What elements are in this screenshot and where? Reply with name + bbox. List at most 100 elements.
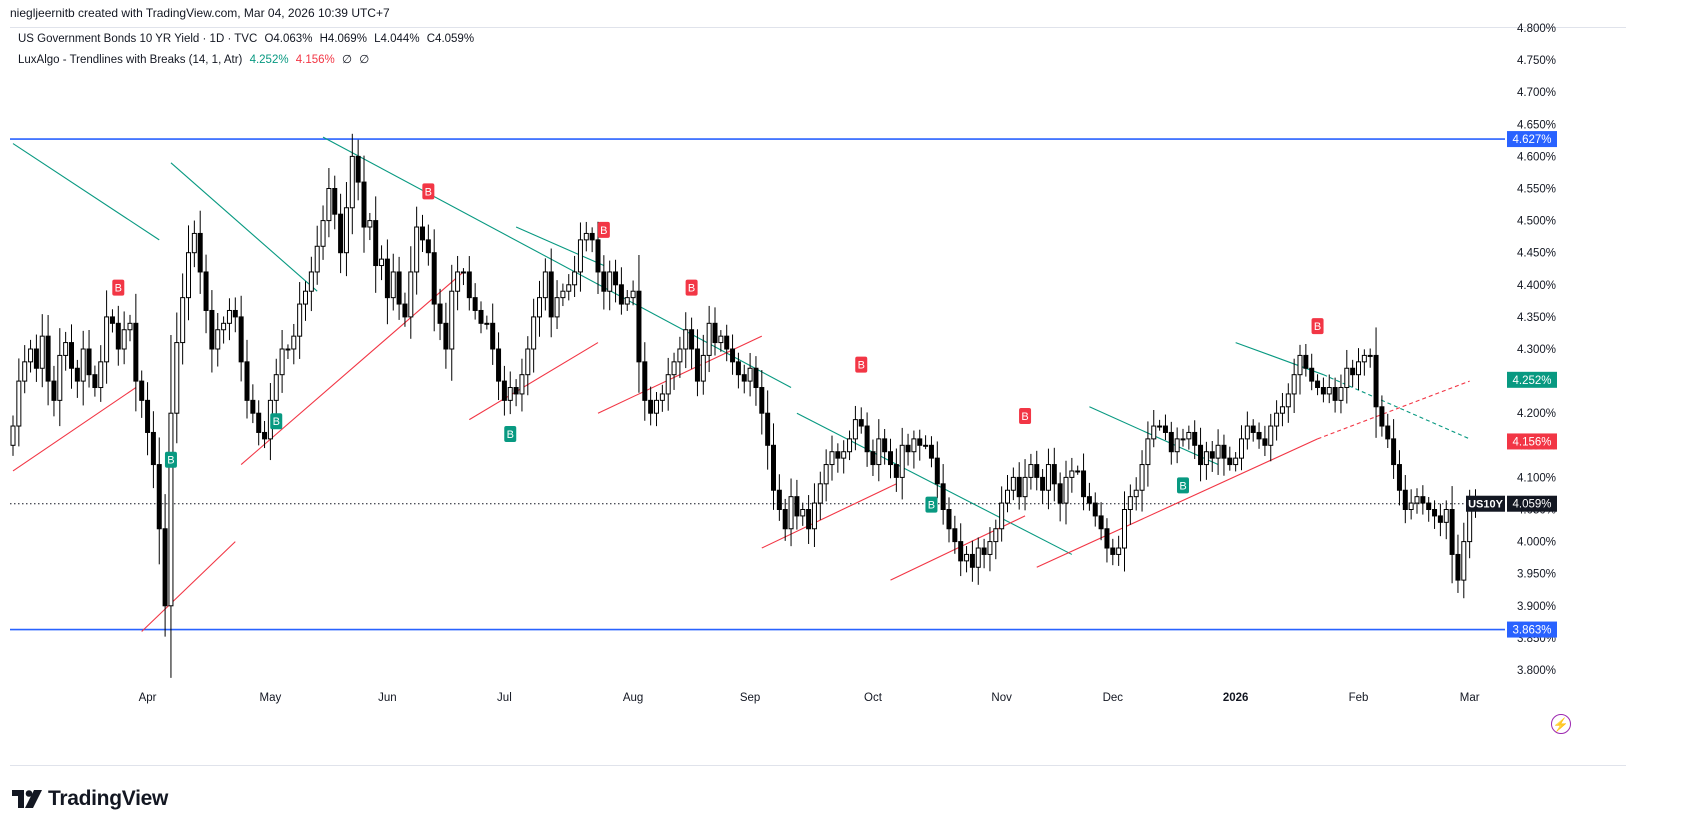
candle [361,155,367,253]
candle [1110,538,1116,566]
candle [806,495,812,544]
candle-body [741,374,747,382]
candle [572,255,578,297]
candle-body [332,188,338,215]
candle-body [999,502,1005,530]
candle [706,305,712,373]
candle [285,344,291,360]
indicator-price-tag: 4.252% [1512,375,1551,387]
candle [314,225,320,285]
candle-body [689,329,695,350]
candle-body [864,425,870,453]
candle [858,407,864,434]
break-marker [164,451,177,468]
tradingview-logo[interactable]: TradingView [12,787,168,811]
candle [1420,485,1426,515]
break-marker-label: B [600,225,607,237]
candle [326,168,332,238]
candle-body [1075,470,1081,473]
candle [414,206,420,295]
candle-body [1449,509,1455,555]
candle-body [724,335,730,350]
candle-body [776,489,782,510]
candle-body [1344,367,1350,389]
candle [162,494,168,637]
candle-body [1069,470,1075,478]
candle [917,429,923,461]
candle-body [1198,444,1204,466]
flash-icon[interactable]: ⚡ [1551,714,1571,734]
candle-body [888,451,893,466]
candle-body [817,483,823,504]
candle [975,537,981,585]
y-tick-label: 4.350% [1517,312,1556,324]
candle-body [250,399,256,414]
x-tick-label: 2026 [1223,692,1249,704]
legend-symbol-line[interactable]: US Government Bonds 10 YR Yield · 1D · T… [18,33,478,45]
indicator-name: LuxAlgo - Trendlines with Breaks (14, 1,… [18,54,243,66]
candle-body [870,451,876,466]
candle-body [1461,541,1467,581]
x-tick-label: Feb [1349,692,1369,704]
candle [589,227,595,253]
break-marker [270,413,283,430]
candle [115,305,121,366]
y-tick-label: 4.300% [1517,344,1556,356]
candle [1192,420,1198,460]
candle [238,295,244,382]
indicator-price-tag: 4.156% [1512,436,1551,448]
candle-body [1338,387,1344,401]
candle-body [765,412,771,446]
candle [940,464,946,525]
candle-body [1186,431,1192,440]
candle [402,292,408,327]
candle-body [794,496,800,517]
candle [1385,413,1391,448]
candle [981,538,987,569]
candle-body [150,431,156,466]
candle [1443,500,1449,540]
legend-high: H4.069% [319,33,367,45]
candle [648,386,654,426]
candle-body [180,297,186,344]
candle-body [683,329,689,350]
candle-body [993,528,999,543]
legend-indicator-line[interactable]: LuxAlgo - Trendlines with Breaks (14, 1,… [18,52,373,66]
candle-body [952,528,958,543]
candle [771,423,776,510]
candle [735,352,741,389]
candle-body [659,393,665,401]
y-tick-label: 4.400% [1517,280,1556,292]
y-tick-label: 4.750% [1517,55,1556,67]
candle-body [642,361,648,401]
candle [741,364,747,394]
candle [1122,491,1127,572]
candle-body [1356,361,1361,376]
candle-body [273,374,279,401]
candle [1274,400,1280,441]
candle-body [975,547,981,568]
candle [1203,441,1209,480]
candle-body [297,303,303,337]
candle-body [1221,444,1227,459]
chart-frame [10,27,1626,766]
candle-body [1385,425,1391,440]
candle-body [788,496,794,530]
candle-body [168,412,174,607]
candle-body [1022,476,1028,498]
candle-body [1297,354,1303,376]
candle [1461,522,1467,599]
candle [425,224,431,266]
candle-body [1045,464,1051,491]
candle-body [221,322,227,331]
x-tick-label: Aug [623,692,643,704]
candle-body [595,239,601,273]
candle-body [607,271,613,292]
candle-body [1326,387,1332,395]
candle-body [1127,496,1133,511]
candle [718,330,724,352]
candle-body [1432,509,1438,517]
candle-body [45,335,51,382]
candle [624,290,630,311]
